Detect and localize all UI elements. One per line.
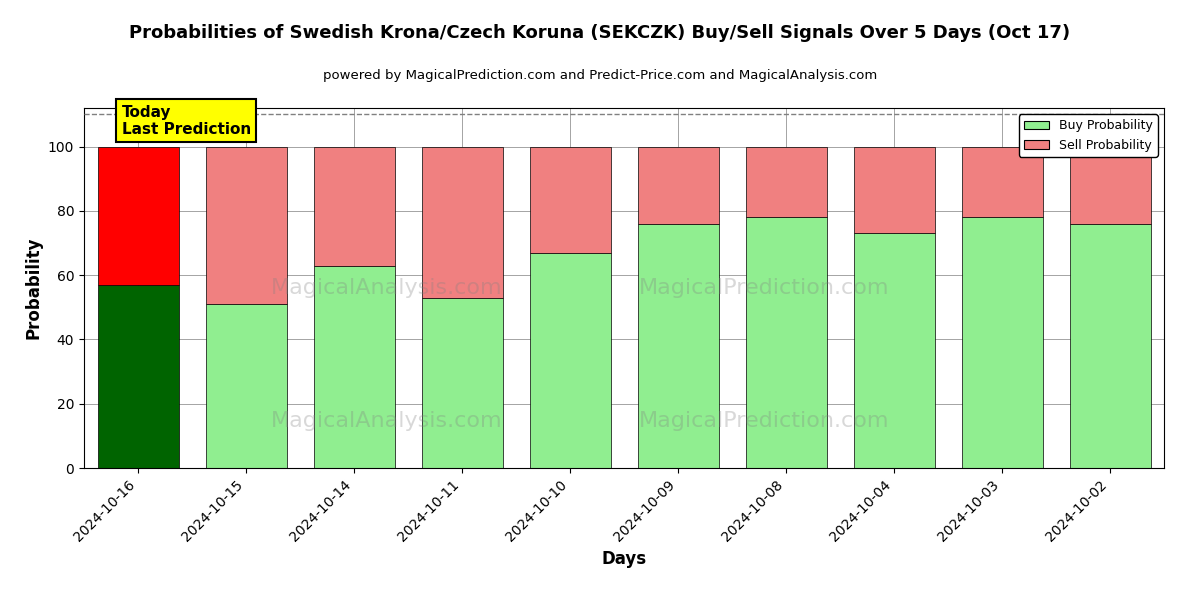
Bar [1069, 224, 1151, 468]
Text: MagicalPrediction.com: MagicalPrediction.com [640, 411, 889, 431]
Bar [421, 298, 503, 468]
Bar [1069, 146, 1151, 224]
Text: powered by MagicalPrediction.com and Predict-Price.com and MagicalAnalysis.com: powered by MagicalPrediction.com and Pre… [323, 69, 877, 82]
Text: MagicalAnalysis.com: MagicalAnalysis.com [270, 278, 503, 298]
Bar [637, 224, 719, 468]
Bar [529, 146, 611, 253]
Text: MagicalAnalysis.com: MagicalAnalysis.com [270, 411, 503, 431]
Bar [97, 285, 179, 468]
Bar [745, 217, 827, 468]
Bar [853, 146, 935, 233]
Text: Probabilities of Swedish Krona/Czech Koruna (SEKCZK) Buy/Sell Signals Over 5 Day: Probabilities of Swedish Krona/Czech Kor… [130, 24, 1070, 42]
Bar [853, 233, 935, 468]
Legend: Buy Probability, Sell Probability: Buy Probability, Sell Probability [1019, 114, 1158, 157]
Bar [529, 253, 611, 468]
Bar [961, 217, 1043, 468]
Bar [421, 146, 503, 298]
Bar [313, 146, 395, 265]
Text: Today
Last Prediction: Today Last Prediction [122, 104, 251, 137]
Y-axis label: Probability: Probability [24, 237, 42, 339]
Bar [205, 146, 287, 304]
Bar [205, 304, 287, 468]
Bar [745, 146, 827, 217]
X-axis label: Days: Days [601, 550, 647, 568]
Bar [97, 146, 179, 285]
Bar [961, 146, 1043, 217]
Bar [637, 146, 719, 224]
Bar [313, 265, 395, 468]
Text: MagicalPrediction.com: MagicalPrediction.com [640, 278, 889, 298]
